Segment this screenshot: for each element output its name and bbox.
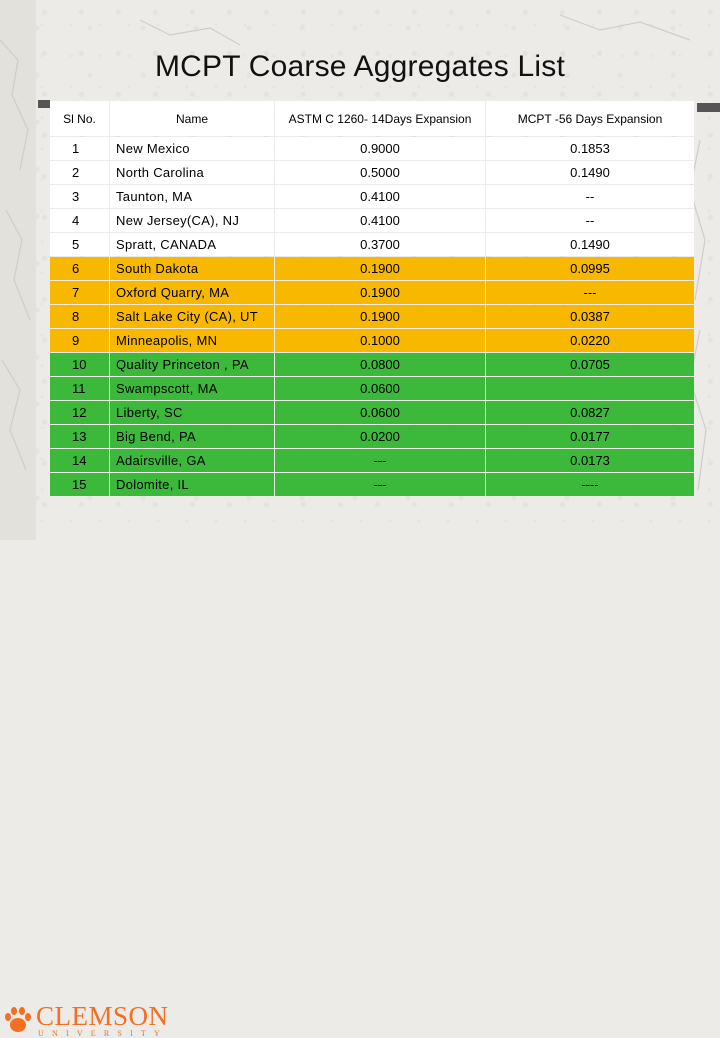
row-sl-no: 3 — [50, 185, 109, 208]
row-astm-value: 0.0600 — [275, 377, 485, 400]
header-sl-no: Sl No. — [50, 101, 109, 136]
crack-pattern — [0, 14, 707, 491]
row-sl-no: 6 — [50, 257, 109, 280]
row-mcpt-value: 0.0387 — [486, 305, 694, 328]
row-astm-value: 0.1900 — [275, 281, 485, 304]
row-mcpt-value: -- — [486, 209, 694, 232]
table-row: 10 Quality Princeton , PA 0.0800 0.0705 — [50, 353, 694, 376]
row-name: Salt Lake City (CA), UT — [110, 305, 274, 328]
header-name: Name — [110, 101, 274, 136]
row-name: Swampscott, MA — [110, 377, 274, 400]
row-mcpt-value — [486, 377, 694, 400]
row-name: Spratt, CANADA — [110, 233, 274, 256]
row-mcpt-value: 0.1853 — [486, 137, 694, 160]
row-name: New Jersey(CA), NJ — [110, 209, 274, 232]
row-astm-value: 0.1900 — [275, 257, 485, 280]
table-body: 1 New Mexico 0.9000 0.1853 2 North Carolina 0.… — [50, 137, 694, 496]
table-row: 12 Liberty, SC 0.0600 0.0827 — [50, 401, 694, 424]
row-sl-no: 9 — [50, 329, 109, 352]
row-astm-value: 0.9000 — [275, 137, 485, 160]
title-bar-accent-right — [697, 103, 720, 112]
row-mcpt-value: 0.1490 — [486, 161, 694, 184]
row-sl-no: 13 — [50, 425, 109, 448]
row-name: Adairsville, GA — [110, 449, 274, 472]
row-name: South Dakota — [110, 257, 274, 280]
row-mcpt-value: 0.0177 — [486, 425, 694, 448]
table-row: 5 Spratt, CANADA 0.3700 0.1490 — [50, 233, 694, 256]
row-sl-no: 15 — [50, 473, 109, 496]
table-row: 1 New Mexico 0.9000 0.1853 — [50, 137, 694, 160]
row-sl-no: 4 — [50, 209, 109, 232]
row-astm-value: --- — [275, 449, 485, 472]
row-name: Big Bend, PA — [110, 425, 274, 448]
row-mcpt-value: 0.0173 — [486, 449, 694, 472]
table-row: 11 Swampscott, MA 0.0600 — [50, 377, 694, 400]
row-name: Quality Princeton , PA — [110, 353, 274, 376]
table-row: 6 South Dakota 0.1900 0.0995 — [50, 257, 694, 280]
table-row: 15 Dolomite, IL --- ---- — [50, 473, 694, 496]
row-astm-value: 0.0600 — [275, 401, 485, 424]
row-mcpt-value: --- — [486, 281, 694, 304]
row-mcpt-value: -- — [486, 185, 694, 208]
header-astm-14-days: ASTM C 1260- 14Days Expansion — [275, 101, 485, 136]
row-astm-value: 0.0200 — [275, 425, 485, 448]
row-name: Dolomite, IL — [110, 473, 274, 496]
table-row: 7 Oxford Quarry, MA 0.1900 --- — [50, 281, 694, 304]
row-name: Taunton, MA — [110, 185, 274, 208]
row-sl-no: 7 — [50, 281, 109, 304]
tiger-paw-icon — [5, 1007, 31, 1032]
row-mcpt-value: 0.1490 — [486, 233, 694, 256]
row-mcpt-value: ---- — [486, 473, 694, 496]
row-name: Minneapolis, MN — [110, 329, 274, 352]
row-sl-no: 10 — [50, 353, 109, 376]
clemson-logo: CLEMSON UNIVERSITY — [0, 500, 168, 1038]
row-mcpt-value: 0.0220 — [486, 329, 694, 352]
row-sl-no: 14 — [50, 449, 109, 472]
row-astm-value: 0.5000 — [275, 161, 485, 184]
header-mcpt-56-days: MCPT -56 Days Expansion — [486, 101, 694, 136]
table-row: 14 Adairsville, GA --- 0.0173 — [50, 449, 694, 472]
row-mcpt-value: 0.0827 — [486, 401, 694, 424]
table-row: 3 Taunton, MA 0.4100 -- — [50, 185, 694, 208]
row-sl-no: 12 — [50, 401, 109, 424]
aggregates-table: Sl No. Name ASTM C 1260- 14Days Expansio… — [49, 100, 695, 497]
row-astm-value: --- — [275, 473, 485, 496]
row-sl-no: 2 — [50, 161, 109, 184]
row-mcpt-value: 0.0705 — [486, 353, 694, 376]
row-astm-value: 0.0800 — [275, 353, 485, 376]
title-bar-accent-left — [38, 100, 50, 108]
table-row: 4 New Jersey(CA), NJ 0.4100 -- — [50, 209, 694, 232]
row-name: New Mexico — [110, 137, 274, 160]
table-header-row: Sl No. Name ASTM C 1260- 14Days Expansio… — [50, 101, 694, 136]
table-row: 9 Minneapolis, MN 0.1000 0.0220 — [50, 329, 694, 352]
row-astm-value: 0.4100 — [275, 185, 485, 208]
row-name: Oxford Quarry, MA — [110, 281, 274, 304]
logo-wordmark: CLEMSON — [36, 1001, 169, 1031]
row-astm-value: 0.1900 — [275, 305, 485, 328]
row-name: Liberty, SC — [110, 401, 274, 424]
row-sl-no: 8 — [50, 305, 109, 328]
row-astm-value: 0.4100 — [275, 209, 485, 232]
table-row: 8 Salt Lake City (CA), UT 0.1900 0.0387 — [50, 305, 694, 328]
row-sl-no: 5 — [50, 233, 109, 256]
table-row: 13 Big Bend, PA 0.0200 0.0177 — [50, 425, 694, 448]
row-astm-value: 0.3700 — [275, 233, 485, 256]
slide-title: MCPT Coarse Aggregates List — [154, 50, 566, 83]
row-mcpt-value: 0.0995 — [486, 257, 694, 280]
table-row: 2 North Carolina 0.5000 0.1490 — [50, 161, 694, 184]
row-sl-no: 11 — [50, 377, 109, 400]
row-name: North Carolina — [110, 161, 274, 184]
logo-subtitle: UNIVERSITY — [38, 1029, 168, 1038]
row-sl-no: 1 — [50, 137, 109, 160]
row-astm-value: 0.1000 — [275, 329, 485, 352]
